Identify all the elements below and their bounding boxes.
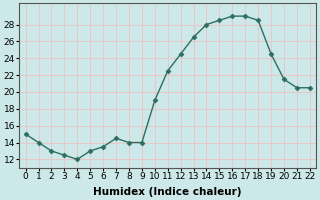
X-axis label: Humidex (Indice chaleur): Humidex (Indice chaleur)	[93, 187, 242, 197]
